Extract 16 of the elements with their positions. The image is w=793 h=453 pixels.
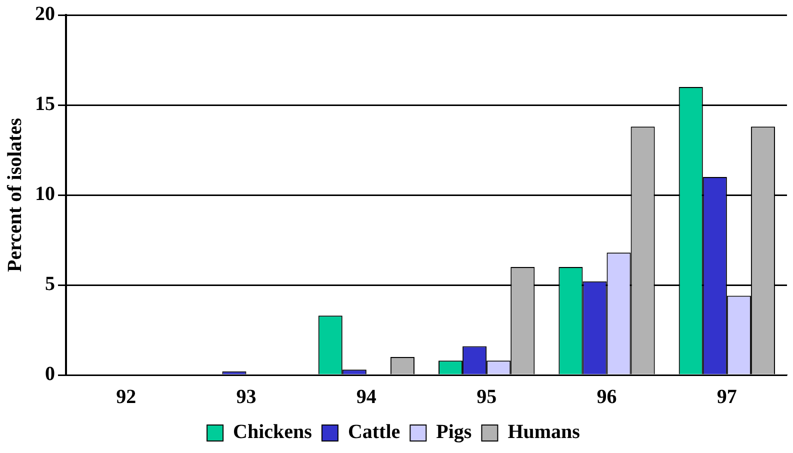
x-tick-label: 93: [236, 386, 256, 408]
legend-label: Cattle: [348, 421, 400, 444]
legend-label: Humans: [508, 421, 580, 444]
y-tick-label: 0: [45, 363, 55, 386]
x-tick-label: 97: [716, 386, 737, 408]
x-tick-label: 94: [356, 386, 376, 408]
y-tick-label: 10: [35, 183, 55, 206]
x-tick-label: 95: [476, 386, 497, 408]
y-axis-title: Percent of isolates: [4, 118, 26, 272]
x-tick-label: 96: [596, 386, 617, 408]
y-tick-label: 20: [35, 3, 55, 26]
x-tick-label: 92: [116, 386, 136, 408]
y-tick-label: 15: [35, 93, 55, 116]
y-tick-label: 5: [45, 273, 55, 296]
legend-label: Chickens: [233, 421, 312, 444]
legend-label: Pigs: [436, 421, 472, 444]
